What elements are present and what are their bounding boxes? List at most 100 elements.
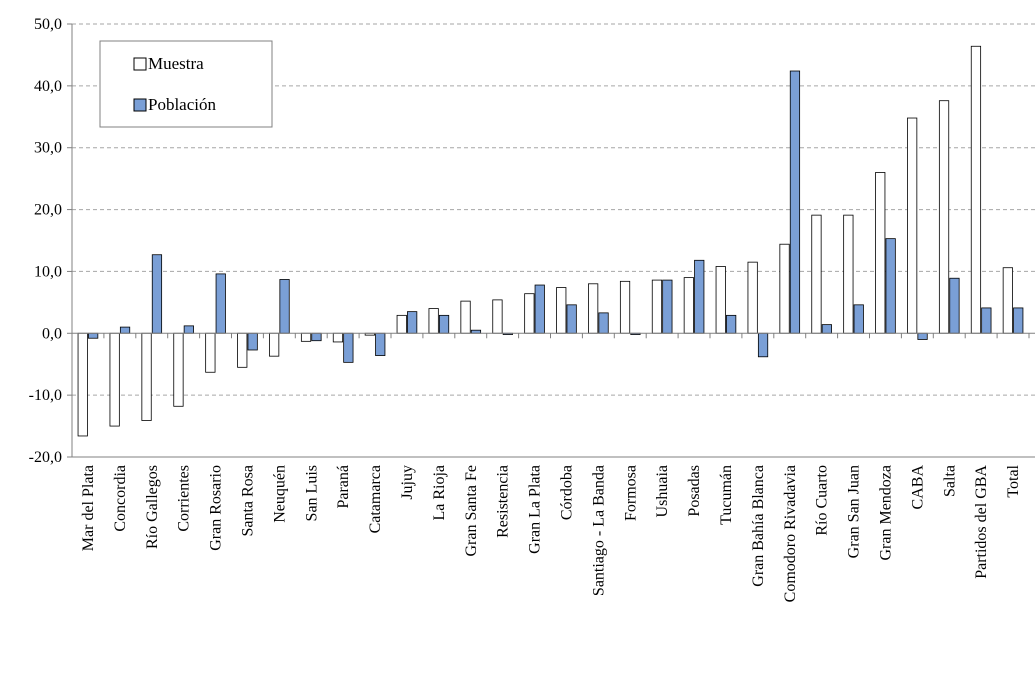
x-tick-label: Santiago - La Banda — [590, 465, 607, 596]
bar-muestra — [875, 172, 886, 334]
bar-muestra — [492, 299, 503, 334]
bar-poblacion — [757, 332, 769, 358]
y-axis-ticks: 50,0 40,0 30,0 20,0 10,0 0,0 -10,0 -20,0 — [29, 16, 62, 466]
x-tick-label: CABA — [909, 465, 926, 510]
x-tick-label: Neuquén — [271, 465, 288, 523]
bar-poblacion — [981, 307, 992, 334]
bar-poblacion — [566, 304, 577, 334]
bar-muestra — [237, 332, 248, 368]
legend: Muestra Población — [99, 40, 273, 128]
bar-muestra — [970, 45, 982, 334]
bar-poblacion — [917, 332, 928, 340]
bar-poblacion — [311, 332, 322, 342]
x-tick-label: Total — [1005, 464, 1022, 497]
y-tick-label: 0,0 — [42, 325, 62, 342]
x-axis-ticks: Mar del Plata Concordia Río Gallegos Corrie… — [80, 464, 1022, 602]
bar-poblacion — [279, 279, 290, 334]
x-tick-label: Jujuy — [399, 465, 416, 500]
bar-muestra — [1002, 267, 1013, 334]
bar-poblacion — [885, 238, 896, 334]
bar-poblacion — [438, 314, 450, 334]
bar-poblacion — [694, 259, 705, 334]
bar-poblacion — [151, 254, 163, 334]
bar-muestra — [747, 261, 758, 334]
legend-label-muestra: Muestra — [148, 54, 204, 73]
x-tick-label: Posadas — [686, 465, 703, 517]
bar-muestra — [300, 332, 312, 342]
bar-muestra — [428, 308, 439, 334]
x-tick-label: San Luis — [303, 465, 320, 521]
x-tick-label: Partidos del GBA — [973, 465, 990, 579]
x-tick-label: Gran Mendoza — [877, 465, 894, 561]
bar-muestra — [651, 279, 663, 334]
bar-muestra — [843, 214, 854, 334]
y-tick-label: 50,0 — [34, 16, 62, 33]
bar-muestra — [332, 332, 344, 343]
x-tick-label: Gran Rosario — [208, 465, 225, 551]
bar-muestra — [556, 287, 567, 334]
x-tick-label: Catamarca — [367, 465, 384, 533]
bar-muestra — [141, 332, 152, 421]
bar-poblacion — [407, 311, 418, 334]
axes — [67, 23, 1035, 458]
y-tick-label: -20,0 — [29, 449, 62, 466]
bar-muestra — [269, 332, 280, 357]
bar-muestra — [205, 332, 216, 373]
x-tick-label: Resistencia — [495, 465, 512, 538]
bar-poblacion — [119, 326, 131, 334]
bar-poblacion — [375, 332, 386, 356]
x-tick-label: Paraná — [335, 465, 352, 509]
x-tick-label: La Rioja — [431, 465, 448, 521]
x-tick-label: Gran Bahía Blanca — [750, 465, 767, 587]
legend-swatch-poblacion — [133, 98, 147, 112]
bar-poblacion — [662, 279, 673, 334]
bar-poblacion — [343, 332, 354, 363]
y-tick-label: 10,0 — [34, 263, 62, 280]
bar-muestra — [715, 266, 726, 334]
x-tick-label: Ushuaia — [654, 465, 671, 517]
x-tick-label: Santa Rosa — [239, 465, 256, 537]
x-tick-label: Gran San Juan — [846, 465, 863, 558]
bar-poblacion — [215, 273, 226, 334]
bar-muestra — [109, 332, 120, 427]
bar-poblacion — [88, 332, 99, 339]
bar-poblacion — [598, 312, 609, 334]
bar-muestra — [460, 300, 471, 334]
bar-muestra — [619, 280, 631, 334]
bar-poblacion — [789, 70, 801, 334]
y-tick-label: 30,0 — [34, 140, 62, 157]
x-tick-label: Río Gallegos — [144, 465, 161, 549]
bar-poblacion — [821, 324, 832, 334]
bar-muestra — [779, 243, 790, 334]
bar-muestra — [907, 117, 918, 334]
bar-poblacion — [183, 325, 194, 334]
x-tick-label: Corrientes — [176, 465, 193, 532]
bar-muestra — [524, 293, 535, 334]
y-tick-label: 20,0 — [34, 202, 62, 219]
x-tick-label: Formosa — [622, 465, 639, 521]
bar-muestra — [683, 277, 694, 334]
x-tick-label: Salta — [941, 465, 958, 497]
x-tick-label: Tucumán — [718, 465, 735, 525]
bars — [77, 45, 1024, 437]
bar-muestra — [938, 100, 950, 334]
x-tick-label: Río Cuarto — [814, 465, 831, 536]
bar-muestra — [173, 332, 184, 407]
bar-poblacion — [534, 284, 545, 334]
x-tick-label: Córdoba — [558, 465, 575, 520]
legend-swatch-muestra — [133, 57, 147, 71]
bar-poblacion — [247, 332, 258, 351]
x-tick-label: Concordia — [112, 465, 129, 532]
bar-muestra — [396, 314, 407, 334]
x-tick-label: Comodoro Rivadavia — [782, 465, 799, 602]
bar-muestra — [77, 332, 88, 437]
bar-poblacion — [726, 314, 737, 334]
y-tick-label: -10,0 — [29, 387, 62, 404]
bar-poblacion — [1013, 307, 1024, 334]
y-tick-label: 40,0 — [34, 78, 62, 95]
bar-muestra — [811, 214, 822, 334]
x-tick-label: Mar del Plata — [80, 465, 97, 551]
x-tick-label: Gran La Plata — [527, 465, 544, 554]
legend-label-poblacion: Población — [148, 95, 216, 114]
